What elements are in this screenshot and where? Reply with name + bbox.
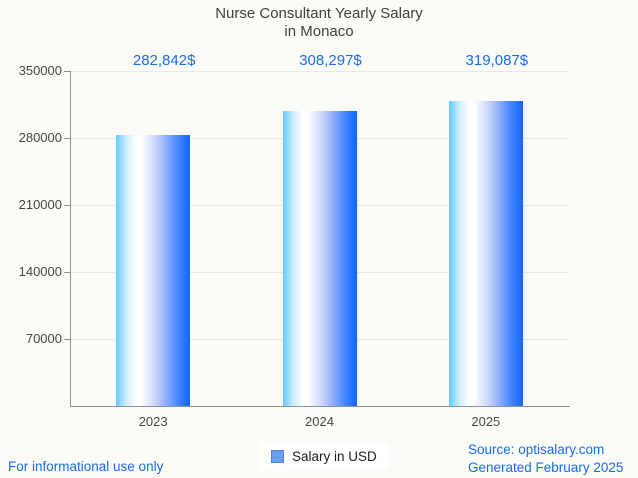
y-tick-label: 210000 (18, 197, 62, 212)
value-label-2024: 308,297$ (299, 52, 362, 69)
y-tick-mark (64, 204, 70, 206)
x-tick-label-2024: 2024 (305, 414, 334, 429)
legend-swatch-icon (271, 450, 284, 463)
chart-title-line1: Nurse Consultant Yearly Salary (215, 5, 423, 22)
source-block: Source: optisalary.com Generated Februar… (468, 441, 623, 476)
source-link[interactable]: Source: optisalary.com (468, 442, 605, 457)
chart-title-line2: in Monaco (284, 23, 354, 40)
y-tick-mark (64, 70, 70, 72)
y-tick-label: 70000 (25, 331, 62, 346)
gridline (70, 70, 569, 72)
value-label-2023: 282,842$ (132, 52, 196, 69)
value-label-2025: 319,087$ (465, 52, 529, 69)
x-tick-label-2025: 2025 (471, 414, 501, 429)
x-axis-line (70, 406, 570, 407)
y-axis-line (70, 71, 71, 406)
y-tick-mark (64, 137, 70, 139)
legend-label: Salary in USD (292, 448, 377, 464)
legend: Salary in USD (261, 444, 389, 469)
disclaimer-text: For informational use only (8, 459, 164, 474)
y-tick-label: 350000 (18, 63, 62, 78)
y-tick-label: 280000 (18, 130, 62, 145)
y-tick-mark (64, 338, 70, 340)
bar-2024 (282, 110, 357, 406)
bar-2023 (116, 135, 191, 406)
generated-date: Generated February 2025 (468, 459, 624, 475)
y-tick-mark (64, 271, 70, 273)
y-tick-label: 140000 (18, 264, 62, 279)
x-tick-label-2023: 2023 (138, 414, 168, 429)
chart-title: Nurse Consultant Yearly Salary in Monaco (0, 5, 638, 41)
bar-2025 (448, 100, 523, 406)
